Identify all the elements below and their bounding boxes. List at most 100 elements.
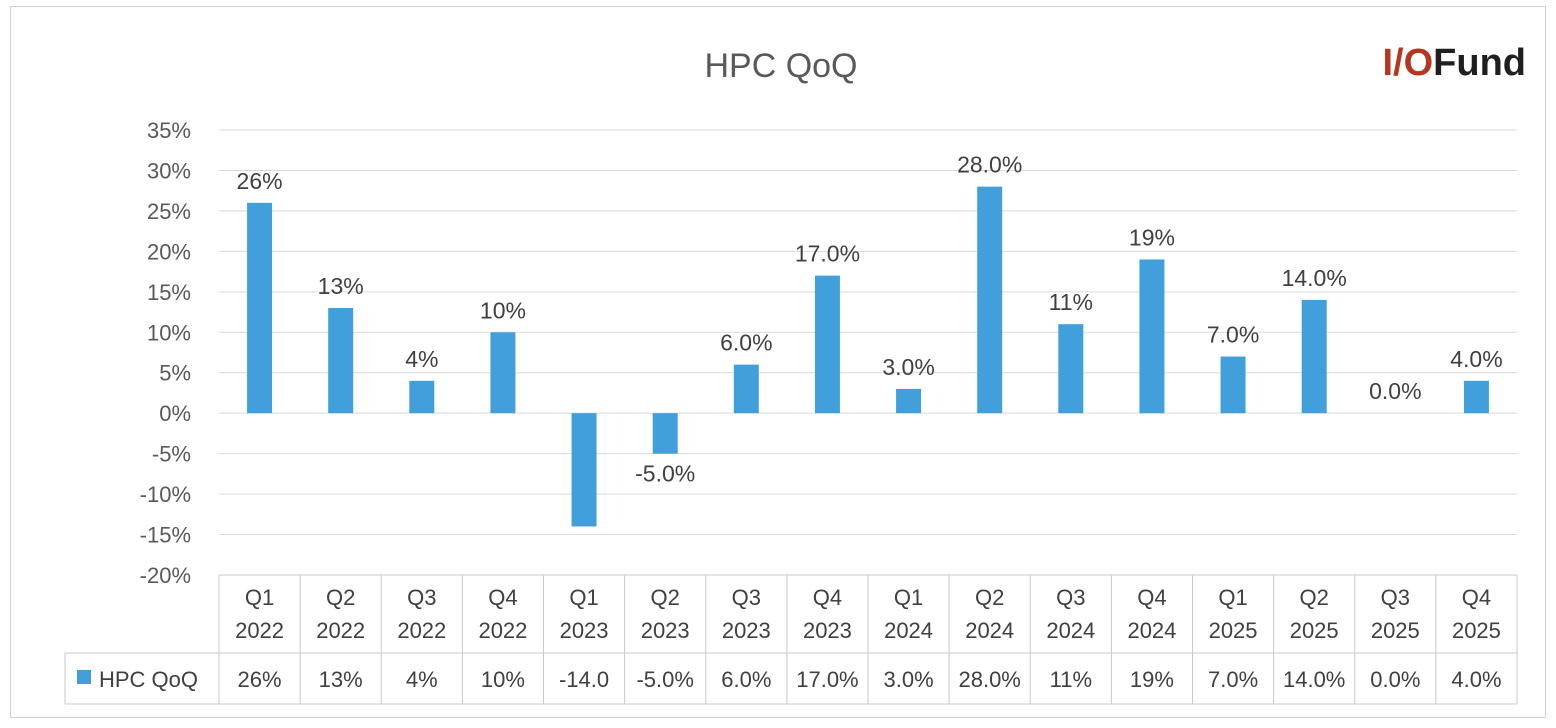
y-tick-label: 30%	[147, 158, 191, 183]
data-label: 4%	[405, 346, 438, 372]
data-label: 0.0%	[1369, 378, 1421, 404]
bar	[1301, 299, 1327, 414]
bar	[247, 202, 273, 414]
table-value: 7.0%	[1208, 667, 1258, 692]
logo-suffix: Fund	[1433, 42, 1526, 84]
data-label: 11%	[1049, 289, 1093, 315]
x-category-year: 2025	[1452, 618, 1501, 643]
bar	[896, 388, 922, 414]
io-fund-logo: I/OFund	[1382, 42, 1526, 84]
bar	[1220, 356, 1246, 414]
y-tick-label: 35%	[147, 118, 191, 143]
data-label: 3.0%	[882, 354, 934, 380]
y-tick-label: 15%	[147, 280, 191, 305]
data-label: 4.0%	[1450, 346, 1502, 372]
bars	[247, 186, 1489, 527]
x-category-year: 2022	[478, 618, 527, 643]
x-category-year: 2023	[560, 618, 609, 643]
data-label: -5.0%	[635, 461, 695, 487]
table-value: 4.0%	[1451, 667, 1501, 692]
y-tick-label: 20%	[147, 239, 191, 264]
table-value: 26%	[238, 667, 282, 692]
table-value: -5.0%	[636, 667, 693, 692]
data-label: 26%	[237, 168, 283, 194]
bar	[652, 413, 678, 454]
y-tick-label: -10%	[140, 482, 191, 507]
x-category-quarter: Q2	[1300, 585, 1329, 610]
x-category-quarter: Q3	[1381, 585, 1410, 610]
table-value: 3.0%	[883, 667, 933, 692]
chart-frame: HPC QoQ I/OFund 35% 30% 25% 20% 15% 10% 5% 0% -5…	[10, 6, 1546, 718]
bar	[977, 186, 1003, 414]
table-value: 11%	[1050, 667, 1092, 692]
table-value: 0.0%	[1370, 667, 1420, 692]
x-category-year: 2022	[397, 618, 446, 643]
x-category-year: 2024	[1127, 618, 1176, 643]
data-label: 6.0%	[720, 330, 772, 356]
x-category-quarter: Q3	[732, 585, 761, 610]
y-tick-label: 5%	[159, 361, 191, 386]
x-category-quarter: Q3	[1056, 585, 1085, 610]
x-category-year: 2025	[1371, 618, 1420, 643]
x-category-quarter: Q2	[651, 585, 680, 610]
chart-title: HPC QoQ	[704, 47, 857, 85]
table-value: 19%	[1130, 667, 1174, 692]
table-value: 6.0%	[721, 667, 771, 692]
x-category-quarter: Q1	[569, 585, 598, 610]
x-category-year: 2023	[722, 618, 771, 643]
y-tick-label: -5%	[152, 442, 191, 467]
table-value: 14.0%	[1283, 667, 1345, 692]
x-category-year: 2024	[1046, 618, 1095, 643]
x-category-year: 2023	[803, 618, 852, 643]
y-tick-label: 25%	[147, 199, 191, 224]
table-value: 10%	[481, 667, 525, 692]
legend-swatch	[77, 670, 91, 684]
chart: HPC QoQ I/OFund 35% 30% 25% 20% 15% 10% 5% 0% -5…	[64, 42, 1526, 705]
data-label: 19%	[1129, 224, 1175, 250]
x-category-year: 2023	[641, 618, 690, 643]
table-value: -14.0	[559, 667, 609, 692]
bar	[571, 413, 597, 527]
x-category-quarter: Q4	[488, 585, 517, 610]
y-tick-label: 0%	[159, 401, 191, 426]
x-category-year: 2022	[316, 618, 365, 643]
bar	[328, 308, 354, 414]
x-category-quarter: Q4	[1137, 585, 1166, 610]
legend-series-name: HPC QoQ	[99, 667, 198, 692]
data-labels: 26% 13% 4% 10% -5.0% 6.0% 17.0% 3.0% 28.0% 11% 19%…	[237, 152, 1503, 487]
data-label: 17.0%	[795, 241, 860, 267]
x-category-quarter: Q4	[1462, 585, 1491, 610]
bar	[1139, 259, 1165, 414]
x-category-quarter: Q3	[407, 585, 436, 610]
data-label: 28.0%	[957, 152, 1022, 178]
table-value: 28.0%	[958, 667, 1020, 692]
x-category-year: 2024	[884, 618, 933, 643]
x-category-quarter: Q1	[894, 585, 923, 610]
logo-prefix: I/O	[1382, 42, 1433, 84]
bar	[1463, 380, 1489, 414]
y-tick-label: 10%	[147, 320, 191, 345]
bar	[409, 380, 435, 414]
y-tick-label: -20%	[140, 563, 191, 588]
x-category-quarter: Q4	[813, 585, 842, 610]
bar	[733, 364, 759, 414]
x-category-year: 2025	[1290, 618, 1339, 643]
x-category-quarter: Q2	[326, 585, 355, 610]
table-value: 4%	[406, 667, 438, 692]
x-category-year: 2025	[1209, 618, 1258, 643]
x-category-quarter: Q1	[245, 585, 274, 610]
y-axis: 35% 30% 25% 20% 15% 10% 5% 0% -5% -10% -15% -20%	[140, 118, 191, 588]
data-label: 14.0%	[1282, 265, 1347, 291]
x-category-quarter: Q2	[975, 585, 1004, 610]
x-category-year: 2024	[965, 618, 1014, 643]
data-label: 10%	[480, 297, 526, 323]
data-table: Q1 2022 26% Q2 2022 13% Q3 2022 4% Q4 2022 10% Q1 202…	[64, 574, 1518, 705]
table-value: 13%	[319, 667, 363, 692]
bar	[1058, 324, 1084, 414]
data-label: 13%	[318, 273, 364, 299]
x-category-year: 2022	[235, 618, 284, 643]
table-value: 17.0%	[796, 667, 858, 692]
bar	[814, 275, 840, 414]
x-category-quarter: Q1	[1218, 585, 1247, 610]
data-label: 7.0%	[1207, 322, 1259, 348]
